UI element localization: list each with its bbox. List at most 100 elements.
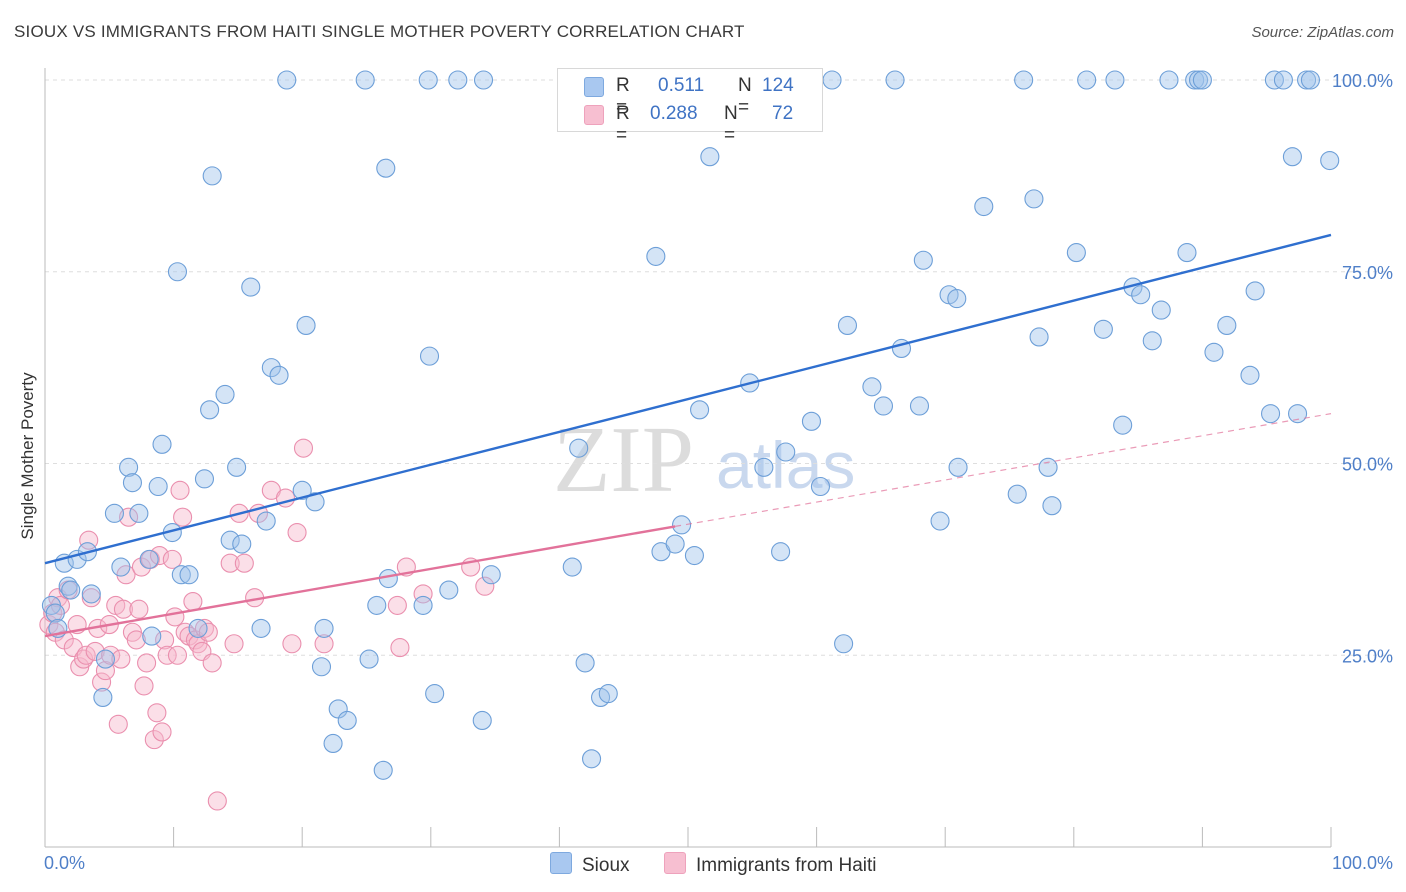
sioux-point — [690, 400, 710, 420]
legend-swatch-sioux — [584, 77, 604, 97]
sioux-point — [1007, 484, 1027, 504]
legend-r-value: 0.511 — [658, 75, 705, 96]
sioux-point — [292, 480, 312, 500]
sioux-point — [311, 657, 332, 677]
y-tick-label: 50.0% — [1342, 455, 1393, 475]
sioux-point — [562, 557, 582, 577]
sioux-point — [419, 346, 440, 366]
sioux-point — [1038, 457, 1058, 477]
haiti-point — [202, 653, 222, 673]
sioux-point — [873, 396, 894, 416]
haiti-point — [220, 553, 240, 573]
haiti-point — [92, 672, 112, 692]
sioux-point — [104, 503, 124, 523]
sioux-point — [672, 515, 692, 535]
haiti-trend-line — [44, 525, 676, 638]
sioux-point — [119, 457, 139, 477]
sioux-point — [45, 603, 65, 623]
sioux-point — [129, 503, 149, 523]
sioux-point — [1245, 281, 1265, 301]
sioux-point — [837, 315, 858, 335]
sioux-point — [194, 469, 215, 489]
sioux-point — [1131, 285, 1151, 305]
sioux-point — [337, 710, 357, 730]
sioux-point — [200, 400, 220, 420]
series-legend-sioux: Sioux — [550, 852, 630, 877]
sioux-point — [1300, 70, 1320, 90]
sioux-point — [834, 634, 854, 654]
haiti-point — [129, 599, 149, 619]
sioux-point — [1261, 404, 1281, 424]
haiti-point — [224, 634, 244, 654]
sioux-point — [646, 246, 666, 266]
sioux-point — [472, 710, 492, 730]
y-tick-label: 75.0% — [1342, 263, 1393, 283]
haiti-point — [390, 638, 410, 658]
sioux-point — [575, 653, 595, 673]
haiti-point — [149, 545, 170, 566]
sioux-point — [776, 442, 796, 462]
haiti-point — [126, 630, 146, 650]
sioux-point — [1320, 150, 1340, 171]
haiti-point — [387, 595, 407, 615]
sioux-point — [1288, 404, 1308, 424]
haiti-point — [147, 703, 167, 723]
sioux-point — [947, 289, 967, 309]
sioux-point — [376, 158, 396, 178]
sioux-point — [122, 473, 142, 493]
haiti-point — [234, 553, 254, 573]
sioux-point — [95, 649, 115, 669]
sioux-point — [684, 545, 704, 566]
grid-lines — [45, 79, 1392, 656]
sioux-point — [359, 649, 379, 669]
series-swatch-sioux — [550, 852, 572, 874]
sioux-point — [1192, 70, 1212, 90]
sioux-point — [581, 749, 602, 769]
sioux-point — [227, 457, 247, 477]
sioux-point — [220, 530, 240, 550]
sioux-point — [81, 584, 101, 604]
sioux-point — [1066, 243, 1086, 263]
haiti-point — [162, 549, 182, 569]
sioux-point — [1240, 365, 1260, 385]
sioux-point — [1142, 331, 1162, 351]
haiti-trend-extension — [675, 413, 1332, 527]
sioux-point — [215, 384, 235, 405]
sioux-point — [862, 377, 882, 397]
sioux-point — [598, 684, 618, 704]
haiti-point — [108, 714, 128, 734]
haiti-point — [134, 676, 154, 696]
sioux-point — [1159, 70, 1179, 90]
haiti-point — [113, 599, 133, 619]
series-name-haiti: Immigrants from Haiti — [696, 855, 877, 876]
sioux-point — [111, 557, 131, 577]
sioux-point — [473, 70, 494, 90]
sioux-point — [188, 618, 208, 638]
data-points — [39, 70, 1340, 811]
sioux-point — [61, 580, 81, 600]
sioux-point — [142, 626, 162, 646]
sioux-point — [1177, 243, 1197, 263]
legend-n-label: N = — [724, 103, 738, 146]
haiti-point — [170, 480, 190, 500]
sioux-point — [1273, 70, 1293, 90]
haiti-point — [111, 649, 131, 669]
tick-labels: 25.0% 50.0% 75.0% 100.0% 0.0% 100.0% — [44, 71, 1393, 873]
sioux-point — [1093, 319, 1113, 339]
haiti-point — [314, 634, 334, 654]
sioux-point — [269, 365, 289, 385]
sioux-point — [373, 760, 393, 780]
sioux-point — [1282, 147, 1302, 167]
sioux-point — [481, 565, 501, 585]
sioux-point — [700, 147, 720, 167]
sioux-point — [771, 542, 791, 562]
sioux-point — [296, 315, 316, 335]
sioux-point — [754, 457, 774, 477]
sioux-point — [425, 684, 445, 704]
legend-r-value: 0.288 — [650, 103, 698, 124]
haiti-point — [198, 622, 218, 642]
sioux-trend-line — [44, 233, 1332, 565]
watermark-zip: ZIP — [553, 408, 694, 512]
watermark-atlas: atlas — [716, 428, 855, 502]
